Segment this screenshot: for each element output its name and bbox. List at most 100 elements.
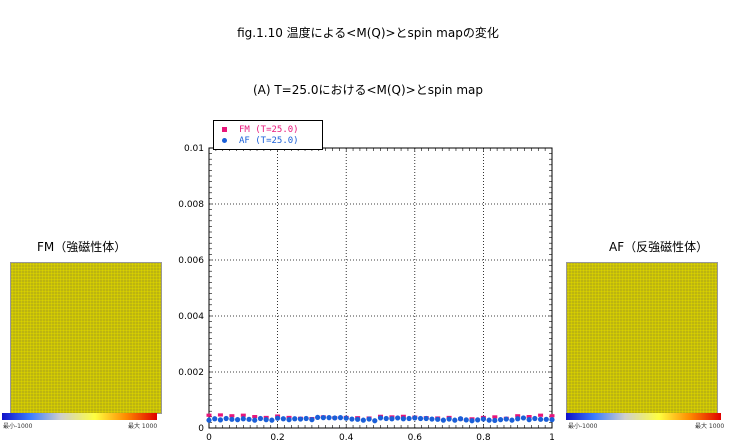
af-data-point xyxy=(206,417,212,423)
af-data-point xyxy=(309,417,315,423)
fm-data-point xyxy=(492,415,498,419)
af-data-point xyxy=(326,415,332,421)
x-tick-label: 0 xyxy=(206,433,212,443)
af-data-point xyxy=(377,415,384,421)
af-data-point xyxy=(280,416,286,422)
af-data-point xyxy=(217,417,224,423)
fm-data-point xyxy=(217,413,223,417)
af-data-point xyxy=(543,416,549,422)
af-data-point xyxy=(275,415,281,421)
x-tick-label: 1 xyxy=(549,433,555,443)
fm-data-point xyxy=(206,413,212,417)
af-data-point xyxy=(532,415,538,422)
fm-data-point xyxy=(515,414,521,418)
af-data-point xyxy=(463,417,469,423)
af-data-point xyxy=(223,415,229,422)
fm-data-point xyxy=(229,414,235,418)
af-data-point xyxy=(503,416,509,422)
legend-item-fm: FM (T=25.0) xyxy=(222,124,299,135)
af-data-point xyxy=(515,416,521,422)
af-data-point xyxy=(372,418,378,424)
plot-frame xyxy=(208,147,553,429)
af-data-point xyxy=(486,417,492,423)
af-data-point xyxy=(349,416,355,422)
af-data-point xyxy=(234,417,241,423)
legend-label-fm: FM (T=25.0) xyxy=(239,124,299,135)
chart-legend: FM (T=25.0) AF (T=25.0) xyxy=(213,120,323,150)
af-data-point xyxy=(475,417,481,423)
y-tick-label: 0.01 xyxy=(184,144,204,154)
af-data-point xyxy=(257,415,264,422)
af-data-point xyxy=(240,416,246,422)
fm-colorbar-min: 最小-1000 xyxy=(3,423,33,430)
af-data-point xyxy=(252,417,258,423)
af-data-point xyxy=(400,416,406,422)
figure-title: fig.1.10 温度による<M(Q)>とspin mapの変化 xyxy=(237,26,499,40)
fm-colorbar-max: 最大 1000 xyxy=(128,423,158,430)
af-data-point xyxy=(229,416,235,422)
af-data-point xyxy=(360,417,366,423)
af-data-point xyxy=(452,417,458,423)
af-spin-map xyxy=(566,262,718,414)
af-data-point xyxy=(383,415,389,422)
fm-data-point xyxy=(252,415,258,419)
fm-data-point xyxy=(526,415,532,419)
fm-colorbar xyxy=(2,413,157,420)
af-data-point xyxy=(435,416,441,422)
x-tick-label: 0.6 xyxy=(408,433,423,443)
x-tick-label: 0.2 xyxy=(270,433,284,443)
af-data-point xyxy=(480,416,486,422)
af-data-point xyxy=(537,416,544,422)
fm-panel-label: FM（強磁性体） xyxy=(37,240,127,254)
fm-data-point xyxy=(549,414,555,418)
af-data-point xyxy=(246,416,252,422)
af-data-point xyxy=(389,416,395,422)
af-data-point xyxy=(286,417,292,423)
y-tick-label: 0.006 xyxy=(178,256,204,266)
chart-subtitle: (A) T=25.0における<M(Q)>とspin map xyxy=(252,83,484,97)
af-data-point xyxy=(269,417,275,423)
af-data-point xyxy=(332,415,338,421)
af-data-point xyxy=(263,417,269,423)
af-data-point xyxy=(423,415,429,422)
af-marker-icon xyxy=(222,138,227,143)
af-data-point xyxy=(509,417,515,423)
y-tick-label: 0.004 xyxy=(178,312,204,322)
af-colorbar-min: 最小-1000 xyxy=(568,423,598,430)
af-data-point xyxy=(337,415,344,421)
af-data-point xyxy=(440,417,446,423)
legend-item-af: AF (T=25.0) xyxy=(222,135,299,146)
af-data-point xyxy=(355,416,361,422)
af-panel-label: AF（反強磁性体） xyxy=(609,240,709,254)
af-data-point xyxy=(303,415,309,422)
fm-data-point xyxy=(538,413,544,417)
af-data-point xyxy=(446,416,452,422)
legend-label-af: AF (T=25.0) xyxy=(239,135,299,146)
af-data-point xyxy=(212,416,218,422)
af-data-point xyxy=(526,417,532,423)
y-tick-label: 0 xyxy=(198,424,204,434)
af-data-point xyxy=(343,415,349,421)
af-data-point xyxy=(297,416,304,422)
af-data-point xyxy=(457,416,464,422)
fm-marker-icon xyxy=(222,127,227,132)
x-tick-label: 0.4 xyxy=(339,433,354,443)
af-colorbar xyxy=(566,413,721,420)
af-data-point xyxy=(320,415,326,421)
af-data-point xyxy=(412,415,418,421)
af-data-point xyxy=(497,417,504,423)
af-data-point xyxy=(366,416,372,422)
af-data-point xyxy=(417,415,424,422)
af-data-point xyxy=(492,417,498,424)
af-data-point xyxy=(429,416,435,422)
af-data-point xyxy=(315,414,321,420)
x-tick-label: 0.8 xyxy=(476,433,491,443)
fm-spin-map xyxy=(10,262,162,414)
af-data-point xyxy=(520,415,527,421)
af-colorbar-max: 最大 1000 xyxy=(695,423,725,430)
af-data-point xyxy=(549,417,555,423)
af-data-point xyxy=(292,416,298,422)
af-data-point xyxy=(395,415,401,421)
y-tick-label: 0.008 xyxy=(178,200,204,210)
